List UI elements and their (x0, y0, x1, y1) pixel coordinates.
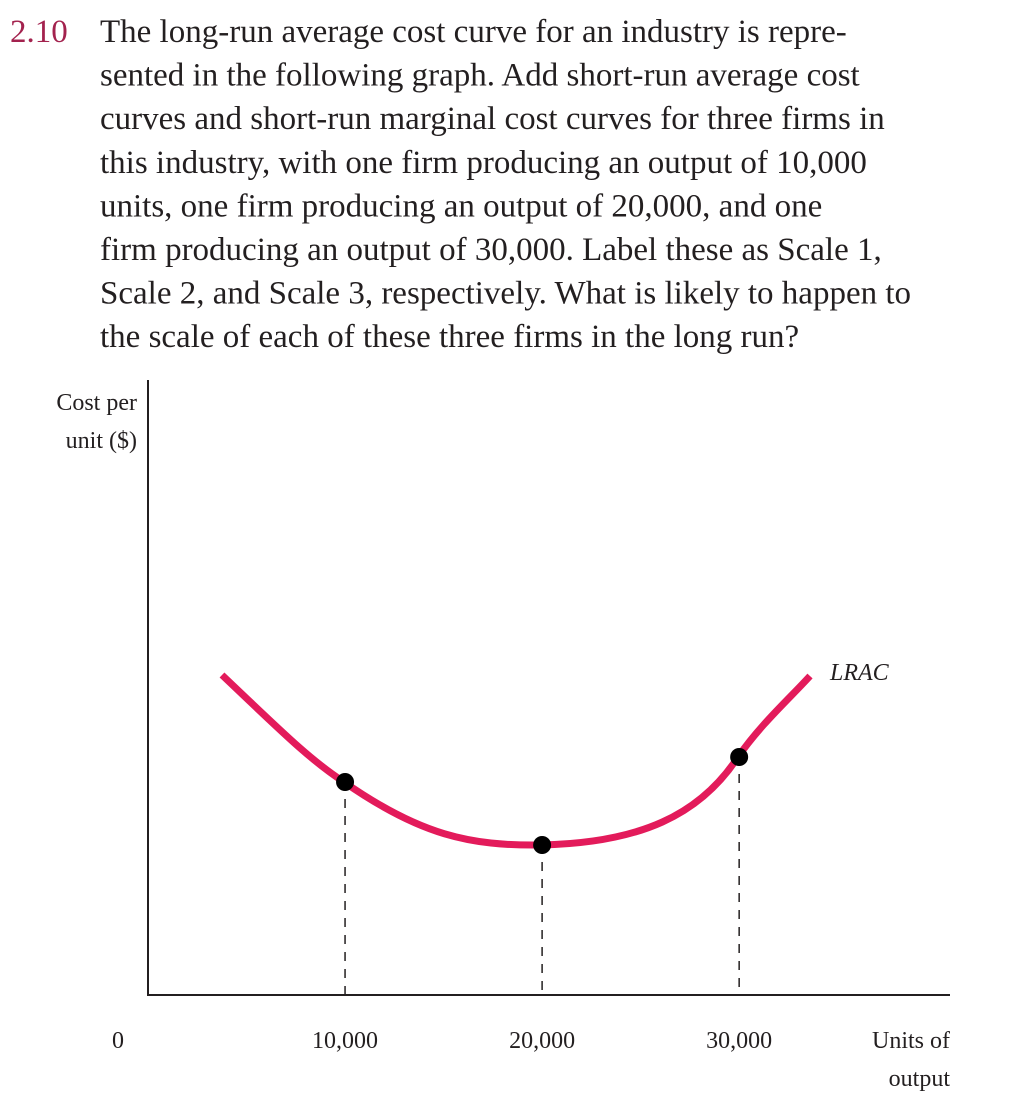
x-tick-label: 10,000 (312, 1028, 378, 1054)
text-line: sented in the following graph. Add short… (100, 58, 860, 94)
x-tick-label: 30,000 (706, 1028, 772, 1054)
problem-text: The long-run average cost curve for an i… (100, 14, 911, 355)
text-line: Scale 2, and Scale 3, respectively. What… (100, 276, 911, 312)
y-axis-label: unit ($) (66, 428, 137, 454)
curve-label: LRAC (829, 660, 890, 686)
x-axis-label: output (889, 1066, 951, 1092)
x-tick-label: 20,000 (509, 1028, 575, 1054)
lrac-curve (219, 672, 813, 849)
point (730, 748, 749, 766)
problem-number: 2.10 (10, 14, 68, 50)
x-tick-label: 0 (112, 1028, 124, 1054)
point (336, 773, 355, 791)
point (533, 836, 552, 854)
text-line: the scale of each of these three firms i… (100, 319, 799, 355)
text-line: units, one firm producing an output of 2… (100, 188, 822, 224)
x-axis-label: Units of (872, 1028, 950, 1054)
text-line: this industry, with one firm producing a… (100, 145, 867, 181)
text-line: The long-run average cost curve for an i… (100, 14, 847, 50)
text-line: firm producing an output of 30,000. Labe… (100, 232, 882, 268)
text-line: curves and short-run marginal cost curve… (100, 101, 885, 137)
y-axis-label: Cost per (56, 390, 137, 416)
